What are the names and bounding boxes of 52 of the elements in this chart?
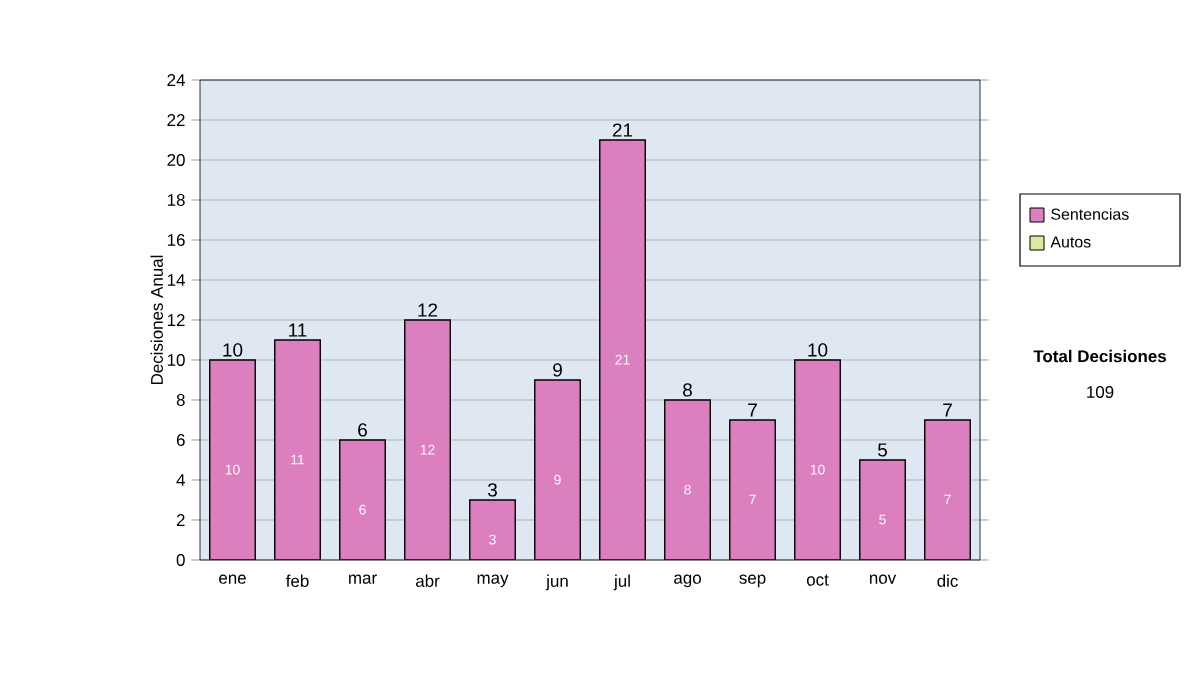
y-tick-label: 20 — [167, 154, 185, 166]
x-tick-label: ene — [219, 574, 246, 584]
total-label: 5 — [878, 443, 887, 457]
total-label: 8 — [683, 383, 692, 397]
text: Total Decisiones — [1033, 349, 1166, 363]
bar — [729, 420, 776, 560]
total-label: 11 — [289, 323, 307, 337]
total-label: 9 — [553, 363, 562, 377]
total-label: 7 — [943, 403, 952, 417]
bar — [859, 460, 906, 560]
y-tick-label: 12 — [167, 314, 185, 326]
x-tick-label: jun — [545, 574, 568, 591]
x-tick-label: sep — [739, 574, 766, 588]
y-tick-label: 4 — [176, 474, 185, 486]
x-tick-label: mar — [349, 574, 377, 584]
total-label: 10 — [808, 343, 828, 357]
text: 109 — [1087, 386, 1114, 398]
x-tick-label: may — [477, 574, 509, 588]
total-label: 21 — [612, 123, 633, 137]
bar — [534, 380, 581, 560]
bar — [274, 340, 321, 560]
bar — [599, 140, 646, 560]
bar — [664, 400, 711, 560]
y-tick-label: 6 — [176, 434, 185, 446]
x-tick-label: dic — [937, 574, 958, 587]
total-label: 12 — [418, 303, 438, 317]
x-tick-label: feb — [285, 574, 309, 587]
bar — [794, 360, 841, 560]
bar — [339, 440, 386, 560]
bar — [469, 500, 516, 560]
x-tick-label: jul — [613, 574, 630, 591]
x-tick-label: oct — [806, 574, 829, 586]
y-tick-label: 8 — [176, 394, 185, 406]
x-tick-label: nov — [869, 574, 897, 584]
bar — [924, 419, 971, 560]
y-tick-label: 0 — [176, 554, 185, 566]
total-label: 3 — [487, 483, 497, 497]
y-tick-label: 2 — [176, 514, 185, 526]
total-label: 7 — [748, 403, 757, 417]
y-axis-title: Decisiones Anual — [150, 255, 163, 385]
y-tick-label: 16 — [167, 234, 185, 246]
bar — [404, 320, 451, 560]
y-tick-label: 10 — [167, 354, 185, 366]
y-tick-label: 22 — [167, 114, 185, 126]
x-tick-label: ago — [674, 574, 701, 588]
x-tick-label: abr — [415, 574, 440, 587]
total-label: 6 — [358, 423, 367, 437]
y-tick-label: 24 — [167, 74, 185, 86]
y-tick-label: 14 — [167, 274, 185, 286]
y-tick-label: 18 — [167, 194, 185, 206]
bar — [209, 360, 256, 560]
total-label: 10 — [223, 343, 243, 357]
